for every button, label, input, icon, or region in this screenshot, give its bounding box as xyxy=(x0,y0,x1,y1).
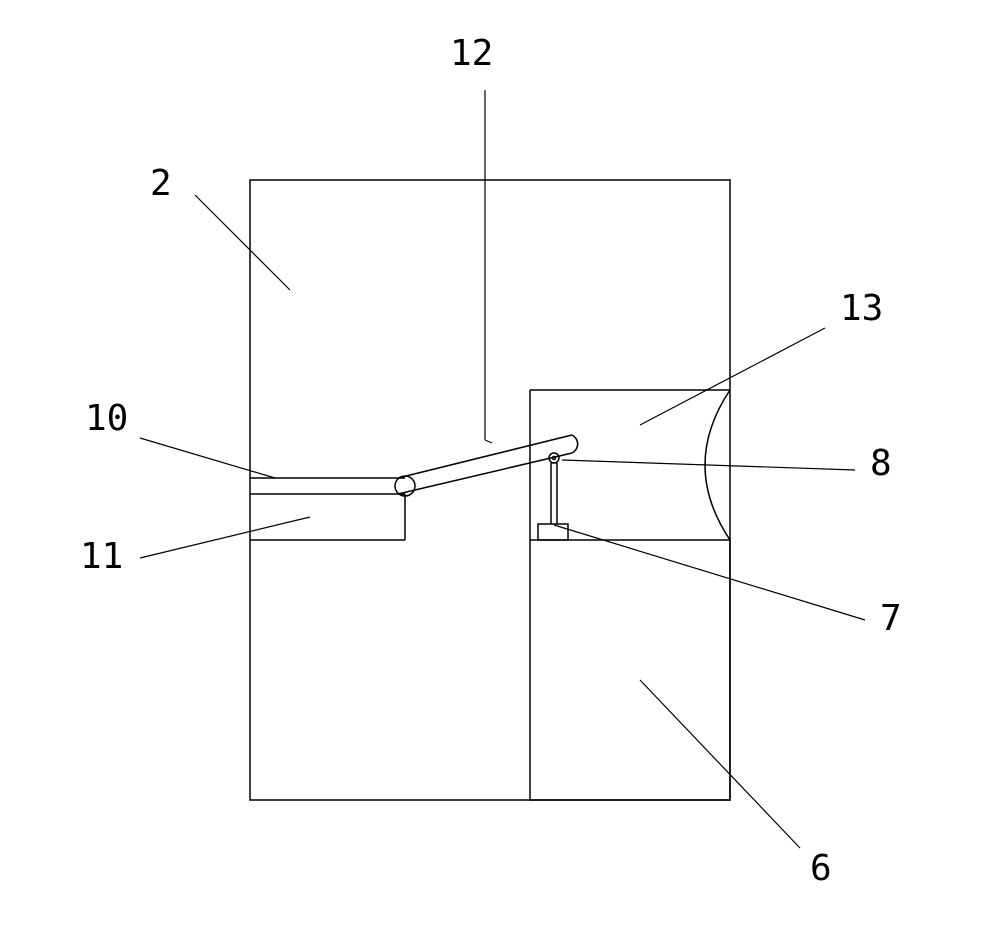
leader-8 xyxy=(562,460,855,470)
label-11: 11 xyxy=(80,536,123,577)
labels: 2 12 13 10 11 8 7 6 xyxy=(80,33,902,889)
label-8: 8 xyxy=(870,443,892,484)
label-6: 6 xyxy=(810,848,832,889)
leader-13 xyxy=(640,328,825,425)
lower-right-box xyxy=(530,540,730,800)
label-7: 7 xyxy=(880,598,902,639)
leader-6 xyxy=(640,680,800,848)
leader-2 xyxy=(195,195,290,290)
leader-11 xyxy=(140,517,310,558)
label-12: 12 xyxy=(450,33,493,74)
label-10: 10 xyxy=(85,398,128,439)
label-2: 2 xyxy=(150,163,172,204)
outer-box xyxy=(250,180,730,800)
label-13: 13 xyxy=(840,288,883,329)
leader-10 xyxy=(140,438,275,478)
